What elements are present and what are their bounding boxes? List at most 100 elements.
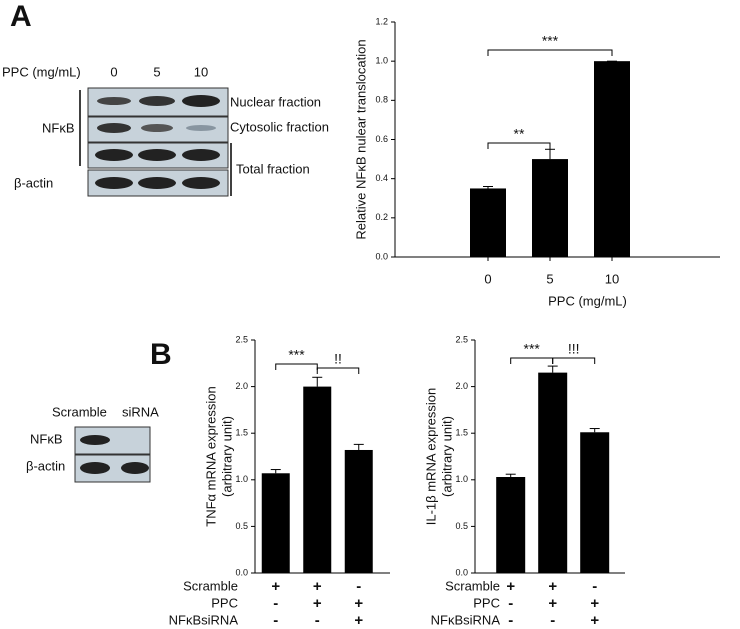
fraction-label: Cytosolic fraction: [230, 119, 329, 134]
significance-label: ***: [288, 347, 305, 363]
significance-label: ***: [542, 33, 559, 49]
condition-label: PPC (mg/mL): [2, 64, 81, 79]
condition-mark: -: [273, 595, 278, 612]
condition-mark: +: [548, 595, 557, 612]
blot-b: [74, 426, 151, 483]
condition-name: Scramble: [445, 578, 500, 593]
y-axis-label: TNFα mRNA expression: [203, 386, 218, 526]
significance-label: **: [514, 126, 525, 142]
lane-label: 5: [153, 64, 160, 79]
bar: [303, 386, 332, 573]
bar: [532, 159, 568, 257]
band: [182, 177, 220, 189]
x-axis-label: PPC (mg/mL): [548, 293, 627, 308]
y-tick-label: 2.5: [455, 334, 468, 344]
fraction-label: Nuclear fraction: [230, 94, 321, 109]
lane-label: Scramble: [52, 404, 107, 419]
condition-mark: -: [356, 578, 361, 595]
y-axis-label: (arbitrary unit): [439, 416, 454, 497]
band: [186, 125, 216, 131]
bar: [580, 432, 610, 573]
significance-bracket: [487, 49, 613, 56]
fraction-label: Total fraction: [236, 161, 310, 176]
bar: [261, 473, 290, 573]
significance-bracket: [552, 357, 596, 364]
y-tick-label: 0.0: [235, 567, 248, 577]
condition-mark: +: [354, 595, 363, 612]
condition-mark: +: [506, 578, 515, 595]
x-tick-label: 0: [484, 271, 491, 286]
band: [182, 149, 220, 161]
panel-label: B: [150, 338, 172, 371]
y-tick-label: 1.0: [235, 474, 248, 484]
blot-a: [79, 87, 232, 197]
condition-mark: +: [313, 595, 322, 612]
condition-mark: +: [354, 612, 363, 629]
band: [138, 149, 176, 161]
significance-bracket: [510, 357, 554, 364]
bar: [594, 61, 630, 257]
condition-mark: +: [590, 595, 599, 612]
band: [97, 123, 131, 133]
significance-label: !!: [334, 351, 342, 367]
significance-bracket: [487, 142, 551, 149]
condition-mark: -: [273, 612, 278, 629]
lane-label: siRNA: [122, 404, 159, 419]
band: [95, 149, 133, 161]
condition-mark: -: [508, 612, 513, 629]
protein-label: β-actin: [14, 175, 53, 190]
significance-bracket: [316, 367, 360, 374]
condition-name: Scramble: [183, 578, 238, 593]
x-tick-label: 5: [546, 271, 553, 286]
condition-name: NFκBsiRNA: [169, 612, 239, 627]
condition-mark: -: [315, 612, 320, 629]
band: [141, 124, 173, 132]
lane-label: 0: [110, 64, 117, 79]
band: [121, 462, 149, 474]
condition-name: NFκBsiRNA: [431, 612, 501, 627]
y-axis-label: Relative NFκB nulear translocation: [353, 39, 368, 239]
condition-mark: -: [508, 595, 513, 612]
lane-label: 10: [194, 64, 208, 79]
significance-bracket: [275, 363, 318, 370]
band: [97, 97, 131, 105]
bar: [470, 188, 506, 257]
y-tick-label: 2.0: [235, 381, 248, 391]
y-tick-label: 1.5: [455, 428, 468, 438]
bar: [538, 372, 568, 573]
y-tick-label: 0.4: [375, 173, 388, 183]
band: [80, 435, 110, 445]
x-tick-label: 10: [605, 271, 619, 286]
blot-strip: [74, 426, 151, 455]
y-tick-label: 2.0: [455, 381, 468, 391]
y-tick-label: 1.5: [235, 428, 248, 438]
condition-mark: -: [550, 612, 555, 629]
y-axis-label: (arbitrary unit): [219, 416, 234, 497]
y-tick-label: 0.0: [455, 567, 468, 577]
y-tick-label: 0.8: [375, 95, 388, 105]
condition-name: PPC: [473, 595, 500, 610]
y-tick-label: 1.0: [375, 56, 388, 66]
y-tick-label: 0.2: [375, 212, 388, 222]
band: [95, 177, 133, 189]
band: [182, 95, 220, 107]
band: [139, 96, 175, 106]
condition-mark: -: [592, 578, 597, 595]
condition-mark: +: [590, 612, 599, 629]
significance-label: ***: [524, 341, 541, 357]
protein-label: NFκB: [42, 120, 75, 135]
y-tick-label: 1.0: [455, 474, 468, 484]
condition-mark: +: [548, 578, 557, 595]
condition-name: PPC: [211, 595, 238, 610]
condition-mark: +: [313, 578, 322, 595]
band: [80, 462, 110, 474]
panel-label: A: [10, 0, 32, 33]
y-tick-label: 0.5: [455, 521, 468, 531]
y-tick-label: 0.5: [235, 521, 248, 531]
protein-label: NFκB: [30, 431, 63, 446]
y-tick-label: 1.2: [375, 16, 388, 26]
protein-label: β-actin: [26, 458, 65, 473]
condition-mark: +: [271, 578, 280, 595]
y-tick-label: 2.5: [235, 334, 248, 344]
